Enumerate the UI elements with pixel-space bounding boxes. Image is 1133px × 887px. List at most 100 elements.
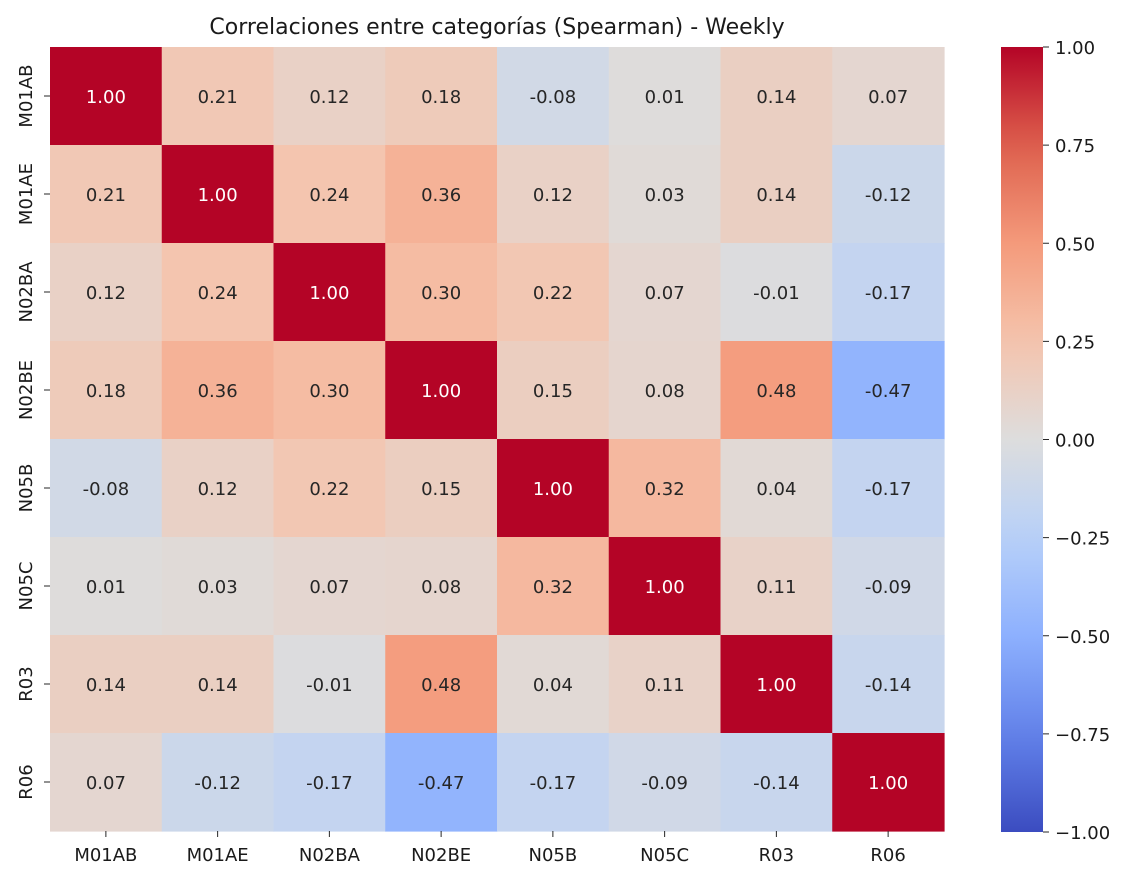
heatmap-cell	[832, 635, 945, 734]
colorbar-tick-label: 1.00	[1055, 38, 1095, 59]
x-tick-label: R06	[870, 845, 905, 866]
cell-value-label: 0.21	[86, 185, 126, 206]
heatmap-cell	[273, 47, 386, 146]
heatmap-cell	[50, 635, 163, 734]
y-tick-label: R06	[16, 764, 37, 799]
cell-value-label: 0.04	[756, 479, 796, 500]
heatmap-cell	[832, 341, 945, 440]
colorbar-tick-label: 0.50	[1055, 234, 1095, 255]
heatmap-cell	[608, 733, 722, 832]
cell-value-label: 0.14	[198, 675, 238, 696]
heatmap-cell	[608, 439, 722, 538]
cell-value-label: 0.08	[645, 381, 685, 402]
cell-value-label: 0.32	[533, 577, 573, 598]
cell-value-label: -0.09	[641, 773, 688, 794]
cell-value-label: -0.12	[194, 773, 241, 794]
colorbar-tick-label: −1.00	[1055, 823, 1110, 844]
cell-value-label: 0.11	[645, 675, 685, 696]
heatmap-cell	[608, 635, 722, 734]
cell-value-label: 0.22	[533, 283, 573, 304]
cell-value-label: 0.21	[198, 87, 238, 108]
cell-value-label: 0.14	[86, 675, 126, 696]
cell-value-label: 0.14	[756, 185, 796, 206]
heatmap-cell	[273, 341, 386, 440]
colorbar-tick-label: 0.25	[1055, 332, 1095, 353]
heatmap-cell	[50, 47, 163, 146]
cell-value-label: 1.00	[421, 381, 461, 402]
heatmap-cell	[385, 341, 498, 440]
y-tick-label: N02BE	[16, 360, 37, 420]
y-tick-label: N05C	[16, 562, 37, 611]
cell-value-label: 1.00	[86, 87, 126, 108]
heatmap-cell	[385, 439, 498, 538]
cell-value-label: 0.07	[309, 577, 349, 598]
x-tick-label: R03	[759, 845, 794, 866]
cell-value-label: 1.00	[756, 675, 796, 696]
heatmap-cell	[497, 733, 610, 832]
cell-value-label: 0.12	[309, 87, 349, 108]
heatmap-cell	[497, 47, 610, 146]
heatmap-cell	[608, 47, 722, 146]
heatmap-cell	[720, 341, 833, 440]
cell-value-label: 0.36	[421, 185, 461, 206]
x-axis: M01AB M01AE N02BA N02BE N05B N05C R03 R06	[74, 831, 906, 866]
cell-value-label: 0.30	[421, 283, 461, 304]
x-tick-label: M01AE	[187, 845, 249, 866]
cell-value-label: -0.08	[83, 479, 130, 500]
heatmap-cell	[497, 537, 610, 636]
colorbar-gradient	[1001, 47, 1043, 832]
heatmap-cell	[161, 537, 275, 636]
cell-value-label: -0.17	[306, 773, 353, 794]
heatmap-cell	[497, 635, 610, 734]
cell-value-label: -0.47	[418, 773, 465, 794]
cell-value-label: 0.07	[645, 283, 685, 304]
heatmap-cell	[497, 439, 610, 538]
heatmap-cell	[720, 243, 833, 342]
cell-value-label: -0.12	[865, 185, 912, 206]
y-tick-label: M01AE	[16, 163, 37, 225]
y-tick-label: M01AB	[16, 64, 37, 127]
cell-value-label: 0.18	[86, 381, 126, 402]
cell-value-label: 0.30	[309, 381, 349, 402]
heatmap-cell	[832, 145, 945, 244]
heatmap-cell	[273, 145, 386, 244]
x-tick-label: N02BE	[411, 845, 471, 866]
cell-value-label: 0.11	[756, 577, 796, 598]
heatmap-cell	[385, 145, 498, 244]
heatmap-cell	[161, 635, 275, 734]
heatmap-cell	[273, 243, 386, 342]
y-tick-label: N05B	[16, 464, 37, 513]
heatmap-cell	[832, 47, 945, 146]
cell-value-label: -0.17	[865, 479, 912, 500]
heatmap-cell	[385, 537, 498, 636]
heatmap-cell	[385, 635, 498, 734]
heatmap-cell	[608, 243, 722, 342]
x-tick-label: N05B	[529, 845, 578, 866]
heatmap-cell	[273, 635, 386, 734]
heatmap-cell	[832, 243, 945, 342]
cell-value-label: 0.32	[645, 479, 685, 500]
cell-value-label: 1.00	[533, 479, 573, 500]
cell-value-label: 0.01	[86, 577, 126, 598]
heatmap-cell	[720, 733, 833, 832]
cell-value-label: 0.24	[309, 185, 349, 206]
heatmap-cell	[161, 341, 275, 440]
cell-value-label: 0.48	[421, 675, 461, 696]
heatmap-cell	[50, 537, 163, 636]
heatmap-cell	[50, 439, 163, 538]
heatmap-cell	[161, 145, 275, 244]
cell-value-label: -0.14	[865, 675, 912, 696]
cell-value-label: 1.00	[868, 773, 908, 794]
cell-value-label: -0.17	[530, 773, 577, 794]
heatmap-cell	[608, 145, 722, 244]
colorbar-tick-label: 0.75	[1055, 136, 1095, 157]
colorbar-tick-label: −0.50	[1055, 627, 1110, 648]
heatmap-cell	[832, 537, 945, 636]
cell-value-label: 0.22	[309, 479, 349, 500]
colorbar-tick-label: −0.25	[1055, 529, 1110, 550]
cell-value-label: -0.08	[530, 87, 577, 108]
heatmap-cell	[497, 341, 610, 440]
cell-value-label: 0.14	[756, 87, 796, 108]
heatmap-cell	[273, 733, 386, 832]
heatmap-cell	[273, 537, 386, 636]
